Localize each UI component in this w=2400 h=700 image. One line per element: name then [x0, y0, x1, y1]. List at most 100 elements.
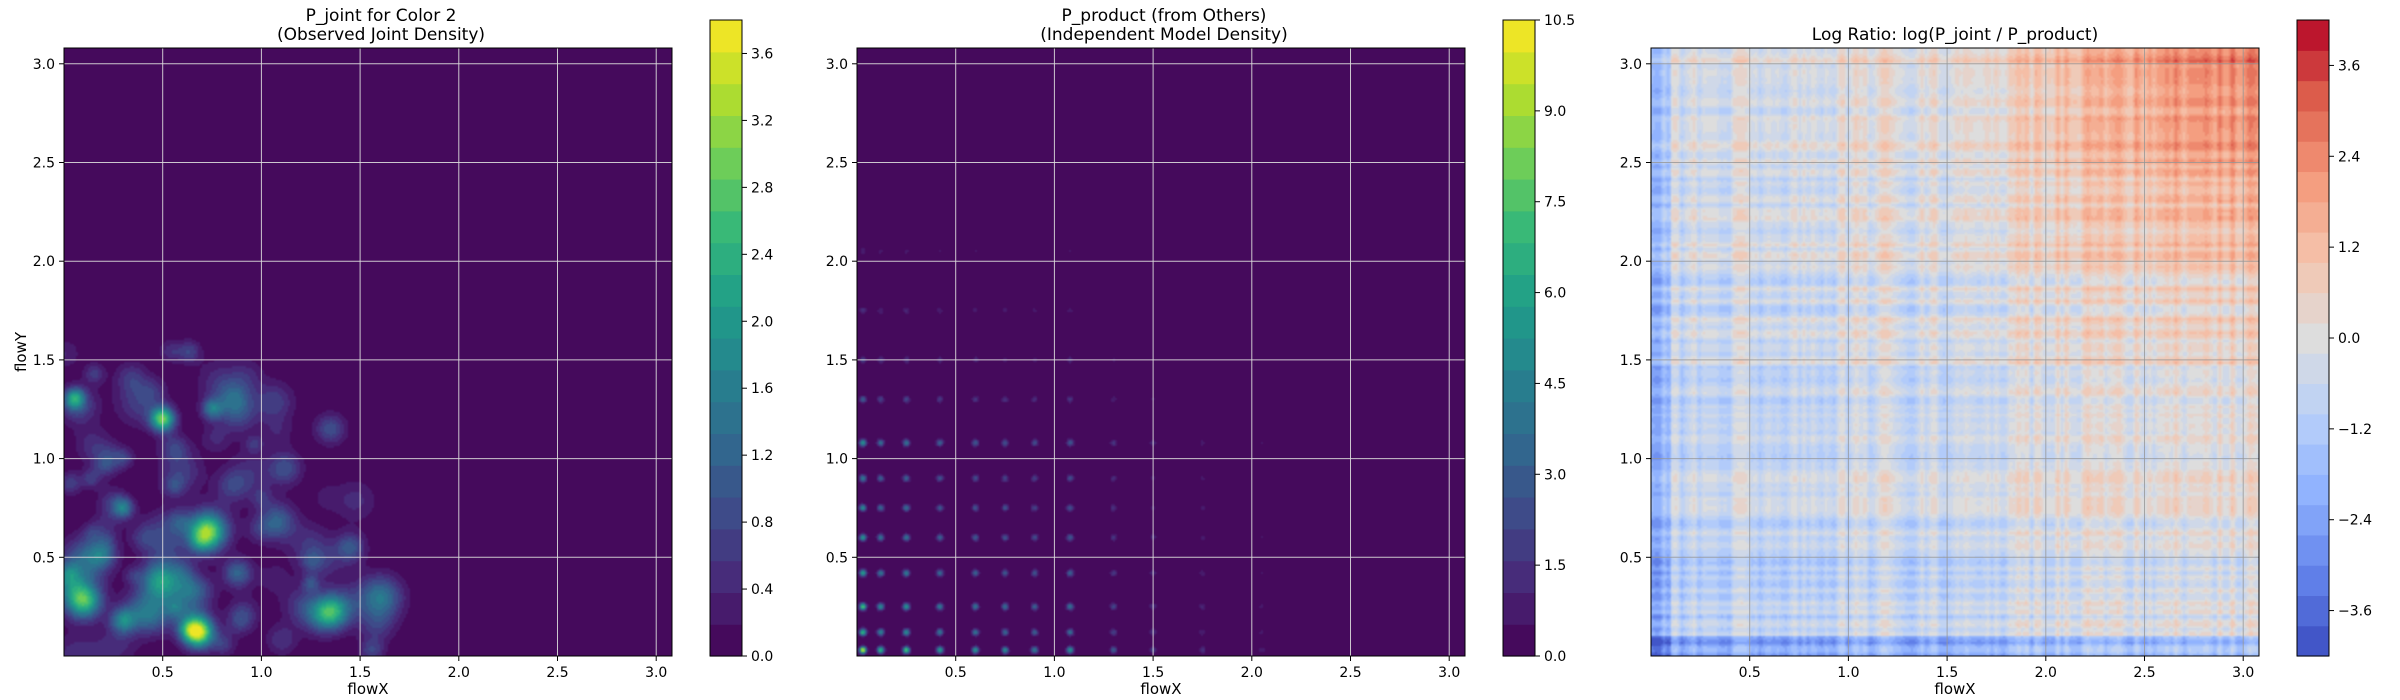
panel-2-colorbar-level-12 — [1503, 242, 1535, 275]
panel-3-colorbar-level-3 — [2297, 534, 2329, 566]
panel-2-title-line-1: P_product (from Others) — [1062, 6, 1267, 26]
panel-2-colorbar-level-18 — [1503, 51, 1535, 85]
panel-1-y-tick-label-2: 1.5 — [33, 353, 55, 369]
panel-1-colorbar-level-4 — [710, 497, 742, 530]
panel-3-colorbar-level-4 — [2297, 504, 2329, 536]
panel-1-grid — [64, 48, 672, 656]
panel-1-y-tick-label-5: 3.0 — [33, 57, 55, 73]
panel-2-colorbar-level-8 — [1503, 369, 1535, 403]
panel-3-x-tick-label-1: 1.0 — [1837, 665, 1859, 681]
panel-3-colorbar-level-8 — [2297, 383, 2329, 415]
panel-3-x-tick-label-4: 2.5 — [2133, 665, 2155, 681]
panel-3-colorbar-tick-label-6: 3.6 — [2338, 58, 2360, 74]
panel-2-colorbar-tick-label-1: 1.5 — [1544, 558, 1566, 574]
panel-2-x-tick-label-3: 2.0 — [1241, 665, 1263, 681]
panel-1-colorbar-tick-label-5: 2.0 — [751, 314, 773, 330]
panel-1-colorbar-tick-label-3: 1.2 — [751, 448, 773, 464]
panel-3-colorbar-level-11 — [2297, 292, 2329, 324]
panel-2-colorbar-tick-label-5: 7.5 — [1544, 195, 1566, 211]
panel-1-colorbar-level-5 — [710, 465, 742, 498]
panel-1-colorbar-frame — [709, 19, 743, 657]
panel-1-colorbar-level-16 — [710, 115, 742, 148]
panel-2-colorbar-frame — [1502, 19, 1536, 657]
panel-3-x-axis-label: flowX — [1934, 680, 1975, 698]
panel-log-ratio: Log Ratio: log(P_joint / P_product) 0.5 1… — [1620, 19, 2372, 698]
panel-2-colorbar-level-15 — [1503, 147, 1535, 180]
panel-2-colorbar-level-2 — [1503, 560, 1535, 593]
panel-2-y-tick-label-4: 2.5 — [826, 155, 848, 171]
panel-1-x-tick-label-0: 0.5 — [152, 665, 174, 681]
panel-1-colorbar-level-13 — [710, 210, 742, 244]
panel-1-y-tick-label-4: 2.5 — [33, 155, 55, 171]
panel-3-colorbar-tick-label-1: −2.4 — [2338, 513, 2372, 529]
panel-2-x-axis-label: flowX — [1140, 680, 1181, 698]
panel-2-axes-frame — [856, 47, 1466, 657]
panel-1-colorbar-tick-label-4: 1.6 — [751, 381, 773, 397]
panel-1-x-tick-label-3: 2.0 — [448, 665, 470, 681]
panel-2-x-tick-label-5: 3.0 — [1438, 665, 1460, 681]
panel-1-x-tick-label-4: 2.5 — [546, 665, 568, 681]
panel-2-x-tick-label-2: 1.5 — [1142, 665, 1164, 681]
panel-3-x-tick-label-5: 3.0 — [2232, 665, 2254, 681]
panel-1-colorbar-level-6 — [710, 433, 742, 466]
panel-3-x-tick-label-2: 1.5 — [1936, 665, 1958, 681]
panel-1-title-line-2: (Observed Joint Density) — [277, 25, 485, 45]
panel-1-colorbar-tick-label-8: 3.2 — [751, 113, 773, 129]
panel-3-colorbar-level-15 — [2297, 171, 2329, 203]
panel-3-colorbar-tick-label-4: 1.2 — [2338, 240, 2360, 256]
panel-3-y-tick-label-0: 0.5 — [1620, 550, 1642, 566]
panel-2-colorbar-tick-label-4: 6.0 — [1544, 286, 1566, 302]
panel-2-colorbar-tick-label-0: 0.0 — [1544, 649, 1566, 665]
panel-3-colorbar-level-19 — [2297, 50, 2329, 82]
panel-3-grid — [1651, 48, 2259, 656]
panel-1-colorbar: 0.0 0.4 0.8 1.2 1.6 2.0 2.4 2.8 3.2 3.6 — [709, 19, 773, 665]
panel-2-colorbar-level-19 — [1503, 20, 1535, 53]
panel-2-x-ticks: 0.5 1.0 1.5 2.0 2.5 3.0 — [945, 656, 1460, 681]
panel-2-colorbar-level-1 — [1503, 592, 1535, 625]
panel-1-colorbar-level-17 — [710, 83, 742, 116]
panel-1-colorbar-level-14 — [710, 179, 742, 212]
panel-1-colorbar-level-0 — [710, 624, 742, 657]
panel-3-colorbar-level-2 — [2297, 565, 2329, 597]
panel-2-colorbar-level-4 — [1503, 497, 1535, 530]
panel-2-grid — [857, 48, 1465, 656]
panel-1-colorbar-tick-label-9: 3.6 — [751, 46, 773, 62]
panel-2-y-tick-label-1: 1.0 — [826, 452, 848, 468]
panel-3-x-tick-label-0: 0.5 — [1739, 665, 1761, 681]
panel-3-colorbar: −3.6 −2.4 −1.2 0.0 1.2 2.4 3.6 — [2296, 19, 2372, 657]
panel-3-y-ticks: 0.5 1.0 1.5 2.0 2.5 3.0 — [1620, 57, 1651, 566]
panel-2-y-ticks: 0.5 1.0 1.5 2.0 2.5 3.0 — [826, 57, 857, 566]
panel-2-y-tick-label-2: 1.5 — [826, 353, 848, 369]
panel-3-colorbar-level-18 — [2297, 80, 2329, 112]
panel-3-colorbar-level-14 — [2297, 201, 2329, 233]
panel-3-colorbar-level-1 — [2297, 595, 2329, 627]
panel-2-colorbar-level-17 — [1503, 83, 1535, 116]
panel-1-x-tick-label-1: 1.0 — [250, 665, 272, 681]
panel-1-colorbar-level-8 — [710, 369, 742, 403]
panel-1-y-tick-label-1: 1.0 — [33, 452, 55, 468]
panel-1-title-line-1: P_joint for Color 2 — [306, 6, 457, 26]
panel-2-colorbar-level-6 — [1503, 433, 1535, 466]
panel-1-colorbar-tick-label-7: 2.8 — [751, 180, 773, 196]
panel-1-colorbar-level-12 — [710, 242, 742, 275]
panel-2-colorbar-level-13 — [1503, 210, 1535, 244]
panel-3-colorbar-tick-label-5: 2.4 — [2338, 149, 2360, 165]
panel-3-colorbar-level-13 — [2297, 232, 2329, 263]
panel-2-colorbar-tick-label-7: 10.5 — [1544, 13, 1575, 29]
panel-3-y-tick-label-4: 2.5 — [1620, 155, 1642, 171]
panel-3-heatmap-image — [1651, 48, 2259, 656]
panel-2-y-tick-label-0: 0.5 — [826, 550, 848, 566]
panel-1-colorbar-tick-label-1: 0.4 — [751, 582, 773, 598]
panel-3-colorbar-level-5 — [2297, 474, 2329, 506]
panel-1-colorbar-tick-label-6: 2.4 — [751, 247, 773, 263]
panel-3-colorbar-level-17 — [2297, 110, 2329, 142]
panel-1-x-ticks: 0.5 1.0 1.5 2.0 2.5 3.0 — [152, 656, 667, 681]
panel-2-colorbar: 0.0 1.5 3.0 4.5 6.0 7.5 9.0 10.5 — [1502, 13, 1575, 665]
panel-3-x-ticks: 0.5 1.0 1.5 2.0 2.5 3.0 — [1739, 656, 2254, 681]
panel-1-colorbar-level-7 — [710, 401, 742, 434]
panel-2-heatmap-image — [857, 48, 1465, 656]
panel-2-colorbar-level-9 — [1503, 338, 1535, 371]
panel-1-heatmap-image — [64, 48, 672, 656]
panel-1-x-axis-label: flowX — [347, 680, 388, 698]
